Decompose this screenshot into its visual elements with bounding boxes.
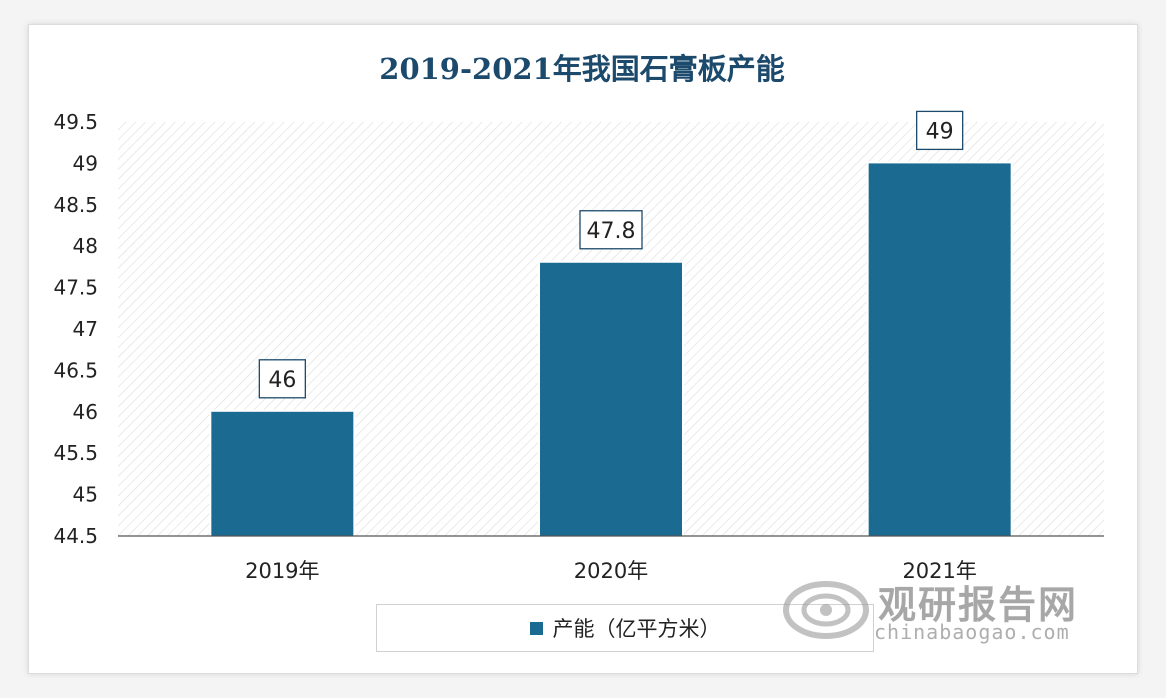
watermark: 观研报告网 chinabaogao.com [780, 570, 1100, 650]
bar [868, 163, 1011, 536]
y-tick-label: 46 [73, 400, 98, 424]
x-tick-label: 2019年 [245, 559, 319, 583]
bar-series: 46 47.8 49 [209, 110, 1013, 536]
bar [540, 262, 682, 536]
data-label: 49 [926, 119, 954, 144]
y-tick-label: 49 [73, 151, 98, 175]
data-label: 47.8 [587, 219, 636, 244]
watermark-logo-icon [783, 581, 869, 639]
y-tick-label: 47 [73, 317, 98, 341]
chart-title: 2019-2021年我国石膏板产能 [379, 52, 785, 86]
x-tick-label: 2020年 [574, 559, 648, 583]
y-tick-label: 48 [73, 234, 98, 258]
legend-swatch [529, 621, 543, 635]
y-tick-label: 49.5 [53, 110, 98, 134]
data-label: 46 [268, 368, 296, 393]
data-label-box [579, 210, 643, 250]
watermark-name: 观研报告网 [878, 583, 1079, 627]
data-label-box [916, 110, 964, 151]
data-label-box [258, 359, 306, 399]
x-tick-label: 2021年 [902, 559, 976, 583]
y-tick-label: 45 [73, 483, 98, 507]
legend-label: 产能（亿平方米） [552, 617, 721, 641]
legend: 产能（亿平方米） [376, 604, 874, 652]
y-tick-label: 47.5 [53, 276, 98, 300]
y-tick-label: 46.5 [53, 358, 98, 382]
x-axis: 2019年 2020年 2021年 [245, 559, 977, 583]
watermark-url: chinabaogao.com [874, 620, 1070, 644]
y-tick-label: 44.5 [53, 524, 98, 548]
y-axis: 44.5 45 45.5 46 46.5 47 47.5 48 48.5 49 49.5 [53, 110, 98, 548]
bar [211, 411, 354, 536]
y-tick-label: 45.5 [53, 441, 98, 465]
y-tick-label: 48.5 [53, 193, 98, 217]
